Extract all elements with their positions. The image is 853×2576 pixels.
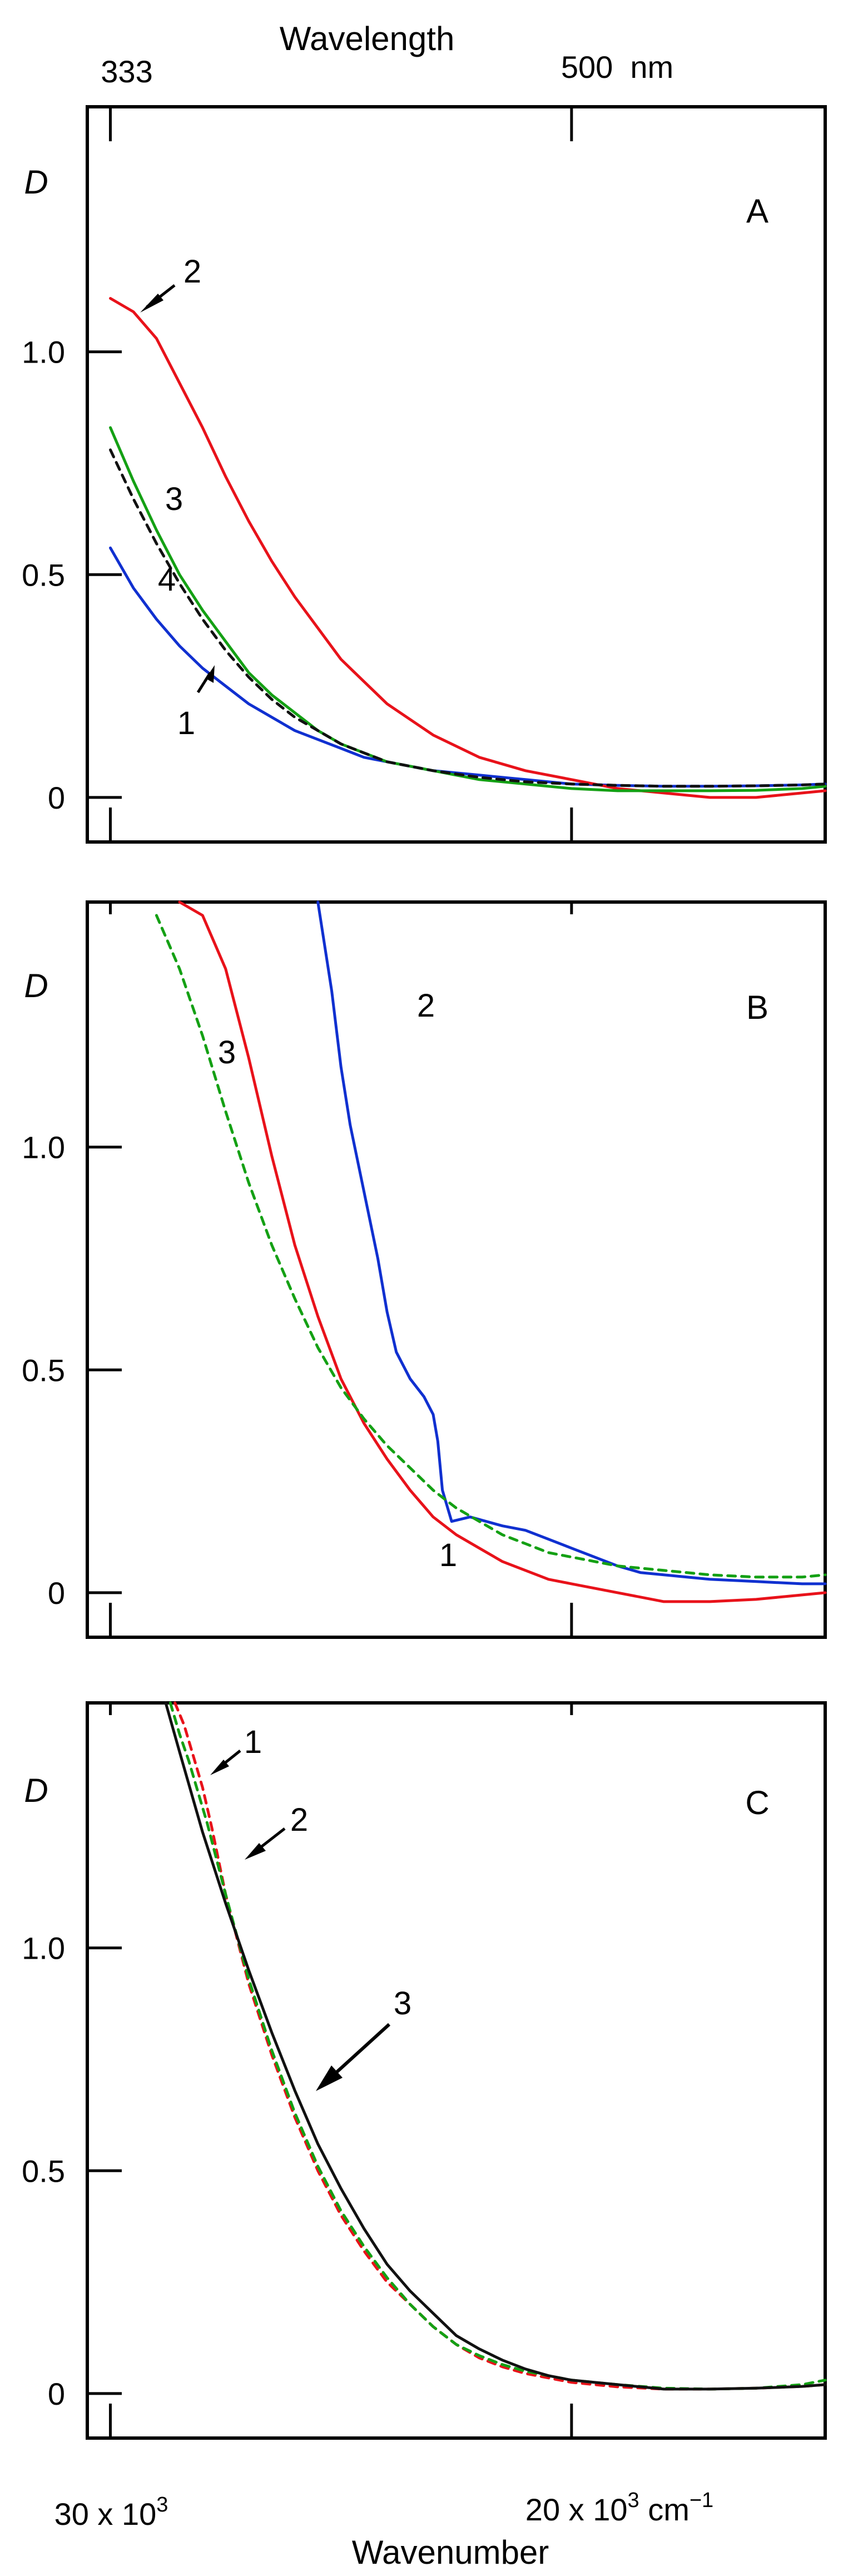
panel-a-ytick-label-0.5: 0.5	[22, 557, 65, 592]
panel-a-series-2-line	[109, 297, 827, 799]
panel-c-letter: C	[745, 1784, 769, 1821]
panel-a-label-curve-4: 4	[158, 562, 176, 598]
panel-c-series-3-line	[164, 1701, 827, 2391]
panel-c-arrow-3-shaft	[326, 2023, 391, 2082]
panel-b-letter: B	[746, 989, 768, 1026]
panel-b-axes: 0 0.5 1.0	[22, 902, 573, 1637]
bottom-tick-20000-base: 20 x 10	[525, 2492, 628, 2527]
panel-c-y-axis-label: D	[24, 1772, 48, 1809]
panel-b-label-curve-1: 1	[439, 1537, 457, 1573]
panel-c-frame	[86, 1701, 827, 2440]
top-axis-title: Wavelength	[280, 20, 455, 57]
panel-c-label-curve-1: 1	[244, 1724, 262, 1760]
panel-b-series	[155, 900, 827, 1603]
panel-b: 0 0.5 1.0 D B 2 3 1	[22, 900, 827, 1639]
panel-b-label-curve-2: 2	[417, 988, 435, 1024]
panel-b-series-3-line	[155, 914, 827, 1579]
bottom-tick-30000-base: 30 x 10	[54, 2496, 157, 2532]
panel-a-label-curve-3: 3	[165, 481, 183, 517]
panel-a-ytick-label-1: 1.0	[22, 335, 65, 370]
panel-a-label-curve-2: 2	[184, 254, 201, 290]
panel-c: 0 0.5 1.0 D C 1 2 3	[22, 1701, 827, 2440]
panel-c-series-1-line	[173, 1701, 827, 2391]
bottom-tick-label-30000: 30 x 103	[54, 2493, 168, 2532]
panel-a-arrow-1-head	[206, 665, 215, 683]
panel-a-ytick-label-0: 0	[48, 780, 65, 815]
panel-c-axes: 0 0.5 1.0	[22, 1703, 573, 2438]
panel-a-label-curve-1: 1	[177, 705, 195, 741]
panel-c-ytick-label-0.5: 0.5	[22, 2153, 65, 2188]
panel-b-series-2-line	[316, 900, 827, 1586]
panel-a-series	[109, 297, 827, 799]
panel-c-arrow-1-head	[210, 1760, 229, 1775]
panel-b-series-1-line	[178, 900, 827, 1603]
bottom-tick-label-20000: 20 x 103 cm−1	[525, 2489, 713, 2527]
panel-c-label-curve-2: 2	[290, 1802, 308, 1838]
panel-c-label-curve-3: 3	[394, 1985, 411, 2022]
panel-c-arrow-3-head	[316, 2065, 343, 2091]
panel-c-series	[164, 1701, 827, 2391]
bottom-tick-20000-unit: cm	[639, 2492, 690, 2527]
panel-c-ytick-label-1: 1.0	[22, 1931, 65, 1966]
panel-c-ytick-label-0: 0	[48, 2376, 65, 2411]
panel-b-ytick-label-0.5: 0.5	[22, 1353, 65, 1388]
bottom-tick-30000-exp: 3	[156, 2493, 168, 2516]
panel-b-ytick-label-0: 0	[48, 1576, 65, 1611]
panel-b-frame	[86, 900, 827, 1639]
panel-a-series-4-line	[109, 448, 827, 788]
panel-a-series-3-line	[109, 426, 827, 792]
panel-a-letter: A	[746, 192, 768, 230]
panel-b-label-curve-3: 3	[218, 1034, 236, 1071]
panel-b-y-axis-label: D	[24, 967, 48, 1004]
panel-a: 0 0.5 1.0 D A 2 3 4 1	[22, 105, 827, 844]
top-tick-label-500nm: 500 nm	[561, 49, 673, 85]
panel-a-annotations: 2 3 4 1	[140, 254, 215, 741]
panel-a-frame	[86, 105, 827, 844]
panel-a-y-axis-label: D	[24, 164, 48, 201]
panel-b-annotations: 2 3 1	[218, 988, 457, 1573]
panel-a-axes: 0 0.5 1.0	[22, 107, 573, 842]
bottom-tick-20000-unit-exp: −1	[690, 2489, 713, 2512]
bottom-axis-title: Wavenumber	[352, 2534, 549, 2571]
panel-c-annotations: 1 2 3	[210, 1724, 411, 2091]
bottom-tick-20000-exp: 3	[628, 2489, 639, 2512]
panel-c-arrow-2-head	[245, 1843, 266, 1860]
panel-a-arrow-2-head	[140, 294, 163, 313]
top-tick-label-333: 333	[101, 54, 152, 89]
panel-b-ytick-label-1: 1.0	[22, 1130, 65, 1165]
